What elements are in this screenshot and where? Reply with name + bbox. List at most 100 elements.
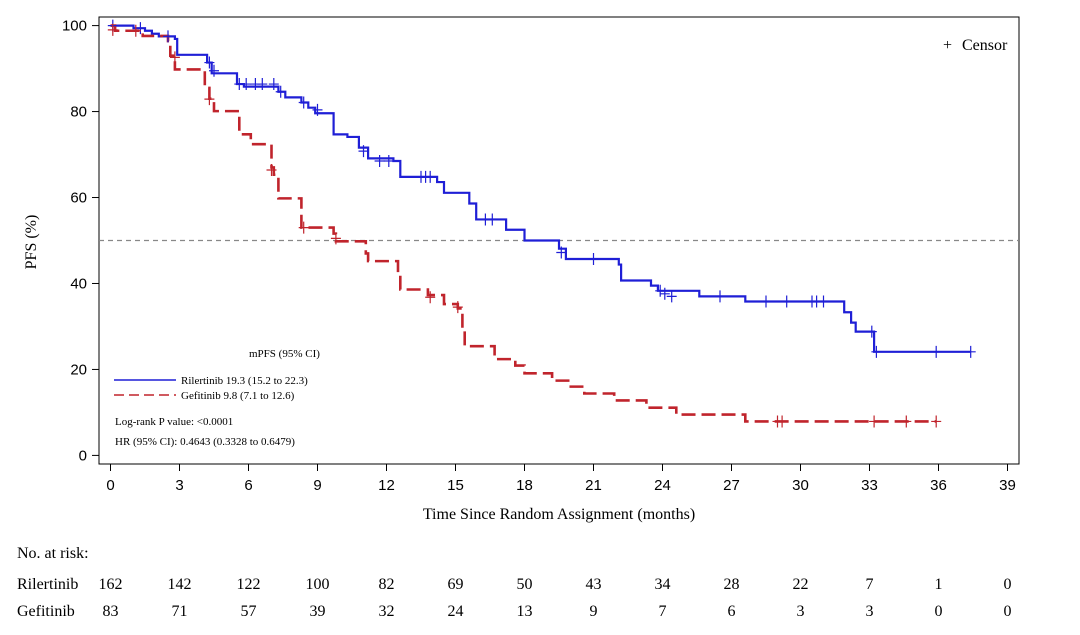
censor-mark-rilertinib — [209, 64, 219, 77]
censor-mark-gefitinib — [266, 164, 277, 177]
risk-cell: 0 — [935, 603, 943, 620]
risk-cell: 50 — [517, 576, 533, 593]
censor-mark-rilertinib — [275, 85, 286, 98]
censor-mark-rilertinib — [298, 96, 309, 109]
censor-markers-group — [107, 19, 976, 428]
x-tick-label: 12 — [378, 477, 395, 494]
censor-mark-rilertinib — [204, 56, 215, 69]
hr-text: HR (95% CI): 0.4643 (0.3328 to 0.6479) — [115, 436, 295, 448]
risk-table: Rilertinib 162 142 122 100 82 69 50 43 34 28 22 7 1 0G… — [17, 576, 1012, 620]
risk-cell: 7 — [659, 603, 667, 620]
y-tick-label: 40 — [70, 275, 87, 292]
risk-cell: 24 — [448, 603, 464, 620]
censor-mark-rilertinib — [715, 290, 725, 303]
x-tick-label: 18 — [516, 477, 533, 494]
censor-mark-rilertinib — [818, 295, 829, 308]
x-tick-label: 30 — [792, 477, 809, 494]
risk-cell: 122 — [237, 576, 261, 593]
censor-mark-rilertinib — [659, 287, 670, 300]
risk-row-label: Rilertinib — [17, 576, 78, 593]
y-tick-label: 0 — [79, 447, 87, 464]
x-tick-label: 0 — [106, 477, 114, 494]
x-tick-label: 9 — [313, 477, 321, 494]
y-tick-label: 20 — [70, 361, 87, 378]
y-axis-title: PFS (%) — [23, 215, 40, 270]
censor-mark-rilertinib — [383, 154, 394, 167]
censor-mark-rilertinib — [761, 295, 771, 308]
risk-cell: 57 — [241, 603, 257, 620]
censor-mark-gefitinib — [169, 51, 180, 64]
censor-mark-rilertinib — [163, 30, 173, 43]
censor-mark-gefitinib — [204, 93, 215, 106]
mpfs-header: mPFS (95% CI) — [249, 348, 320, 360]
censor-mark-rilertinib — [312, 103, 323, 116]
logrank-text: Log-rank P value: <0.0001 — [115, 416, 233, 428]
censor-mark-rilertinib — [556, 246, 567, 259]
censor-mark-rilertinib — [666, 290, 677, 303]
risk-cell: 162 — [99, 576, 123, 593]
legend-censor-label: Censor — [962, 37, 1008, 54]
censor-mark-gefitinib — [425, 291, 436, 304]
x-axis-title: Time Since Random Assignment (months) — [423, 506, 695, 523]
risk-cell: 34 — [655, 576, 671, 593]
y-tick-label: 80 — [70, 104, 87, 121]
km-curve-gefitinib — [110, 24, 937, 423]
censor-mark-rilertinib — [781, 295, 792, 308]
risk-cell: 6 — [728, 603, 736, 620]
censor-mark-rilertinib — [655, 284, 666, 297]
x-tick-label: 21 — [585, 477, 602, 494]
risk-cell: 22 — [793, 576, 809, 593]
x-tick-label: 15 — [447, 477, 464, 494]
risk-cell: 0 — [1004, 603, 1012, 620]
censor-mark-rilertinib — [866, 325, 877, 338]
risk-cell: 7 — [866, 576, 874, 593]
legend-censor-symbol: + — [943, 37, 952, 54]
risk-cell: 1 — [935, 576, 943, 593]
risk-cell: 32 — [379, 603, 395, 620]
censor-mark-rilertinib — [588, 252, 599, 265]
x-tick-label: 33 — [861, 477, 878, 494]
x-tick-label: 39 — [999, 477, 1016, 494]
x-tick-label: 6 — [244, 477, 252, 494]
risk-cell: 3 — [797, 603, 805, 620]
censor-mark-rilertinib — [487, 213, 498, 226]
censor-mark-gefitinib — [901, 415, 912, 428]
censor-mark-rilertinib — [931, 345, 942, 358]
risk-row-label: Gefitinib — [17, 603, 75, 620]
risk-cell: 142 — [168, 576, 192, 593]
x-tick-label: 3 — [175, 477, 183, 494]
risk-table-title: No. at risk: — [17, 545, 89, 562]
risk-cell: 28 — [724, 576, 740, 593]
censor-mark-rilertinib — [965, 345, 976, 358]
km-curve-rilertinib — [110, 24, 971, 353]
censor-mark-gefitinib — [107, 23, 118, 36]
censor-mark-gefitinib — [452, 301, 463, 314]
risk-cell: 43 — [586, 576, 602, 593]
risk-cell: 3 — [866, 603, 874, 620]
risk-cell: 100 — [306, 576, 330, 593]
risk-cell: 71 — [172, 603, 188, 620]
risk-cell: 13 — [517, 603, 533, 620]
risk-cell: 83 — [103, 603, 119, 620]
censor-mark-gefitinib — [130, 24, 141, 37]
x-axis: 0 3 6 9 12 15 18 21 24 27 30 33 36 39 — [106, 464, 1016, 494]
legend-label-rilertinib: Rilertinib 19.3 (15.2 to 22.3) — [181, 375, 308, 387]
y-tick-label: 100 — [62, 18, 87, 35]
x-tick-label: 24 — [654, 477, 671, 494]
risk-cell: 0 — [1004, 576, 1012, 593]
censor-mark-rilertinib — [268, 78, 279, 91]
risk-cell: 9 — [590, 603, 598, 620]
risk-cell: 39 — [310, 603, 326, 620]
risk-cell: 82 — [379, 576, 395, 593]
x-tick-label: 27 — [723, 477, 740, 494]
risk-cell: 69 — [448, 576, 464, 593]
y-tick-label: 60 — [70, 190, 87, 207]
censor-mark-gefitinib — [330, 232, 341, 245]
y-axis: 0 20 40 60 80 100 — [62, 18, 99, 464]
legend-label-gefitinib: Gefitinib 9.8 (7.1 to 12.6) — [181, 390, 295, 402]
censor-mark-rilertinib — [425, 170, 436, 183]
censor-mark-rilertinib — [374, 154, 385, 167]
censor-mark-gefitinib — [931, 415, 942, 428]
series-group — [110, 24, 971, 423]
